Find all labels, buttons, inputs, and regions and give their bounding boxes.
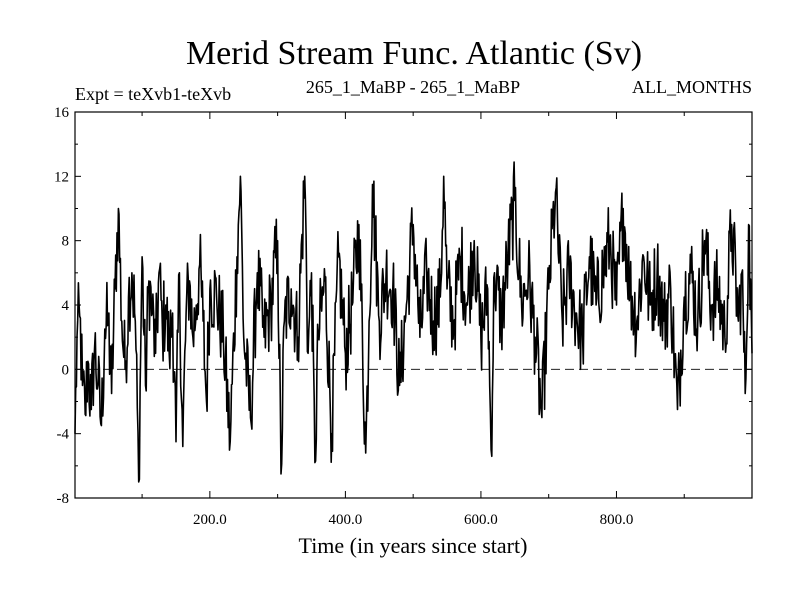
x-axis-label: Time (in years since start)	[299, 533, 528, 558]
y-tick-label: -8	[57, 491, 70, 507]
y-tick-label: 16	[54, 105, 70, 121]
plot-frame	[74, 111, 753, 499]
y-tick-label: 4	[62, 298, 70, 314]
experiment-label: Expt = teXvb1-teXvb	[75, 84, 231, 104]
x-tick-label: 400.0	[329, 512, 363, 528]
chart-title: Merid Stream Func. Atlantic (Sv)	[186, 35, 642, 72]
y-tick-label: -4	[57, 427, 70, 443]
y-tick-label: 0	[62, 362, 70, 378]
x-tick-label: 800.0	[600, 512, 634, 528]
series-line	[74, 161, 753, 483]
x-tick-label: 600.0	[464, 512, 498, 528]
months-label: ALL_MONTHS	[632, 77, 752, 97]
plot-area: -8 -4 0 4 8 12 16 200.0 400.0 600.0 800.0	[54, 105, 753, 528]
y-tick-label: 12	[54, 169, 69, 185]
period-label: 265_1_MaBP - 265_1_MaBP	[306, 77, 520, 97]
x-tick-label: 200.0	[193, 512, 227, 528]
y-tick-label: 8	[62, 234, 70, 250]
